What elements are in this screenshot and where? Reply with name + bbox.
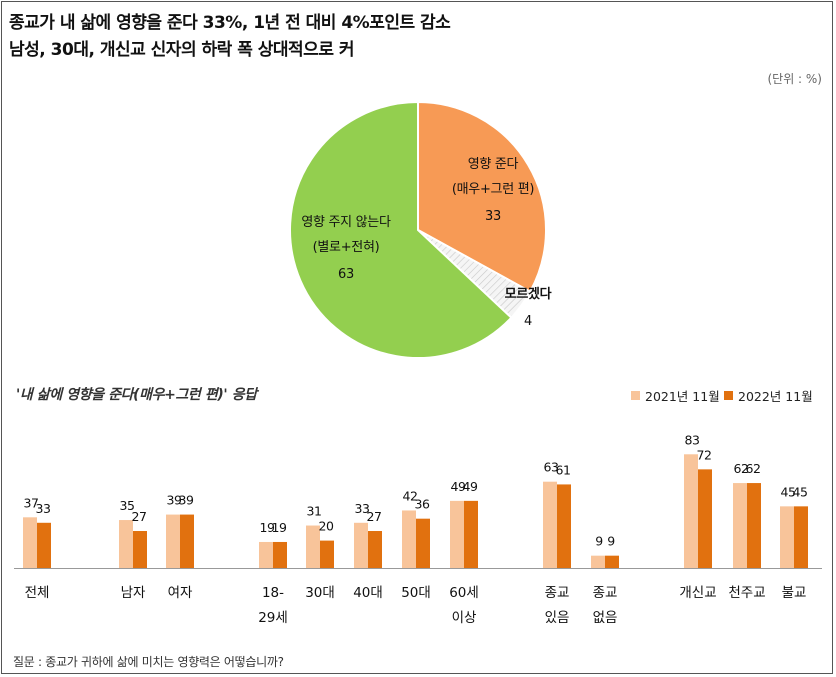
bar-value-label: 36	[415, 497, 430, 512]
bar-value-label: 33	[36, 501, 51, 516]
bar-2022	[794, 506, 808, 568]
bar-2022	[273, 542, 287, 568]
category-label: 개신교	[679, 585, 716, 601]
bar-2021	[450, 501, 464, 568]
legend-item-2021: 2021년 11월	[631, 386, 720, 405]
bar-2022	[133, 531, 147, 568]
category-label: 종교	[593, 585, 618, 601]
bar-2022	[557, 484, 571, 568]
bar-2021	[684, 454, 698, 568]
category-label: 종교	[545, 585, 570, 601]
legend-swatch-2021	[631, 391, 640, 400]
pie-label-dontknow: 모르겠다	[505, 286, 552, 302]
legend-item-2022: 2022년 11월	[724, 386, 813, 405]
bar-2022	[747, 483, 761, 568]
pie-label-no-influence: 영향 주지 않는다	[301, 215, 391, 230]
legend-label-2021: 2021년 11월	[645, 386, 720, 405]
bar-2022	[416, 519, 430, 568]
bar-2021	[166, 515, 180, 568]
pie-value-no-influence: 63	[338, 267, 354, 282]
category-label: 불교	[782, 585, 807, 601]
bar-2021	[780, 506, 794, 568]
pie-chart: 영향 준다 (매우+그런 편) 33 모르겠다 4 영향 주지 않는다 (별로+전혀) 63	[290, 102, 552, 358]
bar-value-label: 45	[793, 484, 808, 499]
bar-2021	[354, 523, 368, 568]
bar-value-label: 39	[179, 493, 194, 508]
category-label: 40대	[353, 585, 383, 601]
bar-2022	[605, 556, 619, 568]
bar-2022	[698, 469, 712, 568]
bar-value-label: 19	[272, 520, 287, 535]
category-label: 남자	[121, 585, 146, 601]
bar-value-label: 9	[607, 534, 615, 549]
bar-value-label: 62	[746, 461, 761, 476]
pie-label-influence: 영향 준다	[468, 157, 519, 172]
bar-value-label: 27	[367, 509, 382, 524]
bar-value-label: 20	[319, 519, 334, 534]
bar-chart: 3733전체3527남자3939여자191918-29세312030대33274…	[14, 432, 822, 626]
pie-sublabel-influence: (매우+그런 편)	[452, 182, 534, 197]
bar-value-label: 27	[132, 509, 147, 524]
bar-2021	[23, 517, 37, 568]
pie-value-dontknow: 4	[524, 314, 532, 329]
category-label: 30대	[305, 585, 335, 601]
category-label: 천주교	[728, 585, 765, 601]
bar-2021	[591, 556, 605, 568]
pie-sublabel-no-influence: (별로+전혀)	[313, 240, 380, 255]
bar-2021	[402, 510, 416, 568]
legend-label-2022: 2022년 11월	[738, 386, 813, 405]
bar-2022	[37, 523, 51, 568]
bar-value-label: 72	[697, 447, 712, 462]
footnote-question: 질문 : 종교가 귀하에 삶에 미치는 영향력은 어떻습니까?	[13, 653, 284, 670]
bar-value-label: 83	[685, 432, 700, 447]
bar-2022	[464, 501, 478, 568]
category-label-line2: 29세	[258, 610, 288, 626]
category-label: 50대	[401, 585, 431, 601]
category-label: 여자	[168, 585, 193, 601]
bar-2021	[733, 483, 747, 568]
category-label-line2: 없음	[593, 610, 618, 626]
bar-2021	[119, 520, 133, 568]
category-label: 18-	[262, 585, 284, 601]
category-label-line2: 이상	[452, 610, 477, 626]
bar-value-label: 31	[307, 504, 322, 519]
bar-2022	[320, 541, 334, 568]
bar-2021	[543, 482, 557, 568]
bar-2022	[368, 531, 382, 568]
category-label: 60세	[449, 585, 479, 601]
bar-chart-title: '내 삶에 영향을 준다(매우+그런 편)' 응답	[16, 384, 257, 404]
bar-value-label: 9	[595, 534, 603, 549]
category-label-line2: 있음	[545, 610, 570, 626]
bar-value-label: 61	[556, 462, 571, 477]
category-label: 전체	[25, 585, 50, 601]
bar-value-label: 49	[463, 479, 478, 494]
legend-swatch-2022	[724, 391, 733, 400]
bar-2021	[259, 542, 273, 568]
bar-2022	[180, 515, 194, 568]
pie-value-influence: 33	[485, 209, 501, 224]
chart-canvas: 영향 준다(매우+그런 편)33모르겠다4영향 주지 않는다(별로+전혀)63 …	[0, 0, 836, 677]
